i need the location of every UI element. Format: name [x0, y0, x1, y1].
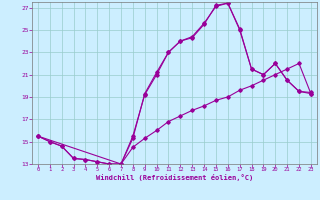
X-axis label: Windchill (Refroidissement éolien,°C): Windchill (Refroidissement éolien,°C): [96, 174, 253, 181]
